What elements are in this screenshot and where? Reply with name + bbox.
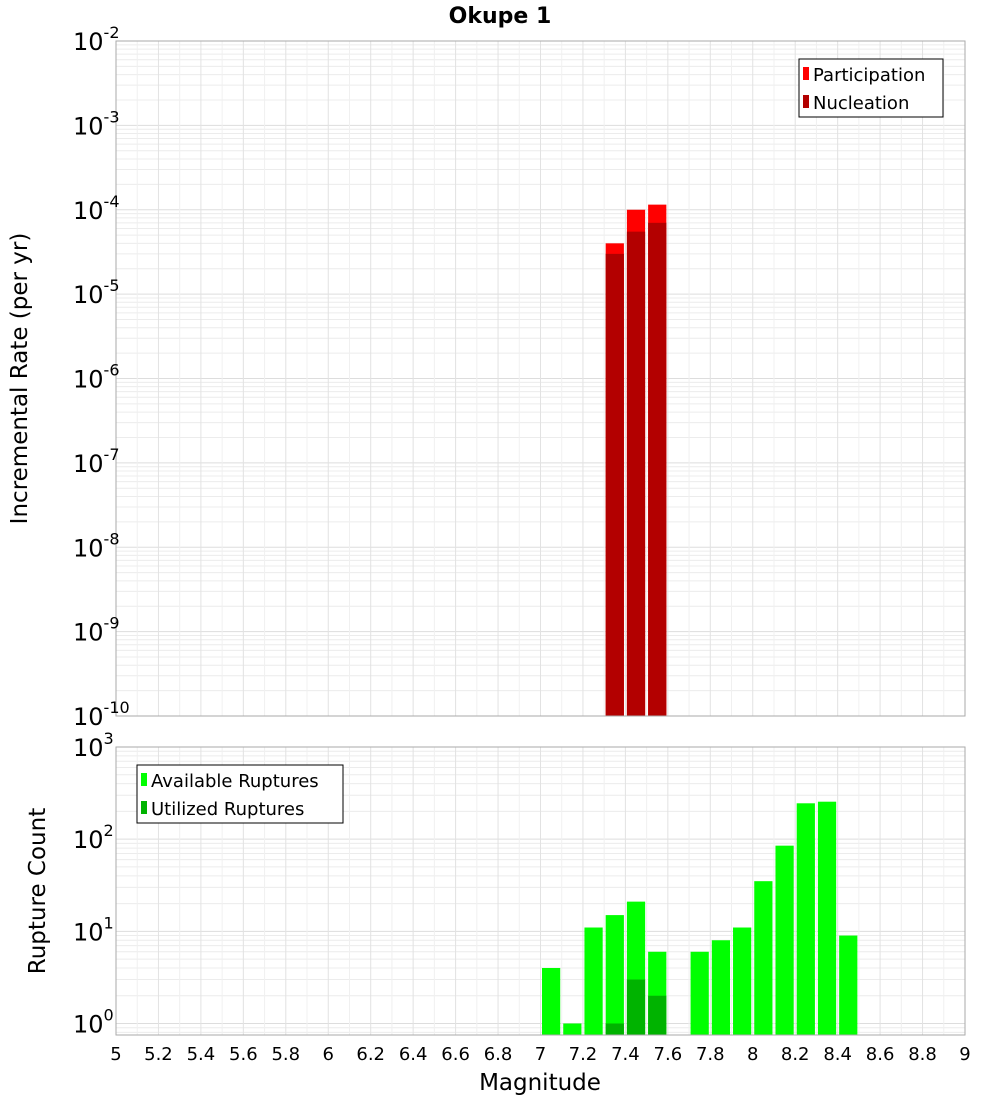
bar <box>754 881 773 1035</box>
series-nucleation <box>605 222 667 716</box>
x-tick-label: 5.6 <box>229 1044 258 1065</box>
x-tick-label: 6.8 <box>484 1044 513 1065</box>
bar <box>839 935 858 1035</box>
bar <box>605 915 624 1035</box>
chart-title: Okupe 1 <box>449 4 552 29</box>
bar <box>626 979 646 1035</box>
x-axis: 5 5.2 5.4 5.6 5.8 6 6.2 6.4 6.6 6.8 7 7.2 7.4 7.6 7.8 8… <box>110 1044 970 1065</box>
legend-box <box>136 764 344 824</box>
y-tick-label: 10-9 <box>73 614 120 647</box>
x-tick-label: 5.8 <box>271 1044 300 1065</box>
bar <box>584 927 603 1035</box>
y-tick-label: 10-2 <box>73 23 120 56</box>
bar <box>605 253 624 716</box>
bar <box>563 1023 582 1035</box>
plot-frame <box>115 746 966 1036</box>
y-tick-label: 101 <box>73 913 114 946</box>
y-axis-label: Rupture Count <box>25 808 51 974</box>
x-tick-label: 8.4 <box>823 1044 852 1065</box>
x-tick-label: 8.2 <box>781 1044 810 1065</box>
x-tick-label: 7 <box>535 1044 546 1065</box>
legend-label: Utilized Ruptures <box>151 799 304 820</box>
bar <box>690 951 709 1035</box>
rupture-count-panel: 100 101 102 103 Rupture Count Available Ruptu… <box>25 729 966 1038</box>
y-axis-label: Incremental Rate (per yr) <box>7 233 33 525</box>
bar <box>775 845 794 1035</box>
y-tick-label: 10-3 <box>73 107 120 140</box>
x-tick-label: 6 <box>323 1044 334 1065</box>
x-tick-label: 6.2 <box>356 1044 385 1065</box>
legend-label: Participation <box>813 65 925 86</box>
legend-label: Nucleation <box>813 93 909 114</box>
bar <box>542 967 561 1035</box>
x-tick-label: 8.6 <box>866 1044 895 1065</box>
bar <box>648 222 667 716</box>
series-available-ruptures <box>542 801 858 1035</box>
x-tick-label: 7.4 <box>611 1044 640 1065</box>
legend-swatch <box>141 801 147 814</box>
y-tick-label: 10-8 <box>73 529 120 562</box>
x-axis-label: Magnitude <box>479 1070 601 1096</box>
bar <box>817 801 837 1035</box>
x-tick-label: 8.8 <box>908 1044 937 1065</box>
bar <box>648 995 667 1035</box>
bar <box>796 803 815 1035</box>
series-utilized-ruptures <box>605 979 667 1035</box>
plot-frame <box>115 40 966 717</box>
x-tick-label: 8 <box>747 1044 758 1065</box>
legend-swatch <box>803 67 809 80</box>
legend-swatch <box>141 773 147 786</box>
y-tick-label: 10-4 <box>73 192 120 225</box>
x-tick-label: 9 <box>959 1044 970 1065</box>
y-tick-label: 10-6 <box>73 361 120 394</box>
x-tick-label: 5.4 <box>187 1044 216 1065</box>
y-tick-label: 10-5 <box>73 276 120 309</box>
bar <box>626 231 646 716</box>
x-tick-label: 6.4 <box>399 1044 428 1065</box>
x-tick-label: 7.2 <box>569 1044 598 1065</box>
grid <box>115 40 966 717</box>
bar <box>711 940 731 1035</box>
rate-panel: 10-10 10-9 10-8 10-7 10-6 10-5 10-4 10-3 10-2 Inc… <box>7 23 966 731</box>
x-tick-label: 7.6 <box>654 1044 683 1065</box>
y-tick-label: 102 <box>73 821 114 854</box>
legend-swatch <box>803 95 809 108</box>
x-tick-label: 7.8 <box>696 1044 725 1065</box>
legend-box <box>798 58 944 118</box>
legend-label: Available Ruptures <box>151 771 319 792</box>
x-tick-label: 5 <box>110 1044 121 1065</box>
legend: Participation Nucleation <box>798 58 944 118</box>
y-tick-label: 100 <box>73 1005 114 1038</box>
x-tick-label: 6.6 <box>441 1044 470 1065</box>
y-tick-label: 10-7 <box>73 445 120 478</box>
y-tick-label: 103 <box>73 729 114 762</box>
x-tick-label: 5.2 <box>144 1044 173 1065</box>
bar <box>605 1023 624 1035</box>
bar <box>733 927 752 1035</box>
legend: Available Ruptures Utilized Ruptures <box>136 764 344 824</box>
y-tick-label: 10-10 <box>73 698 130 731</box>
